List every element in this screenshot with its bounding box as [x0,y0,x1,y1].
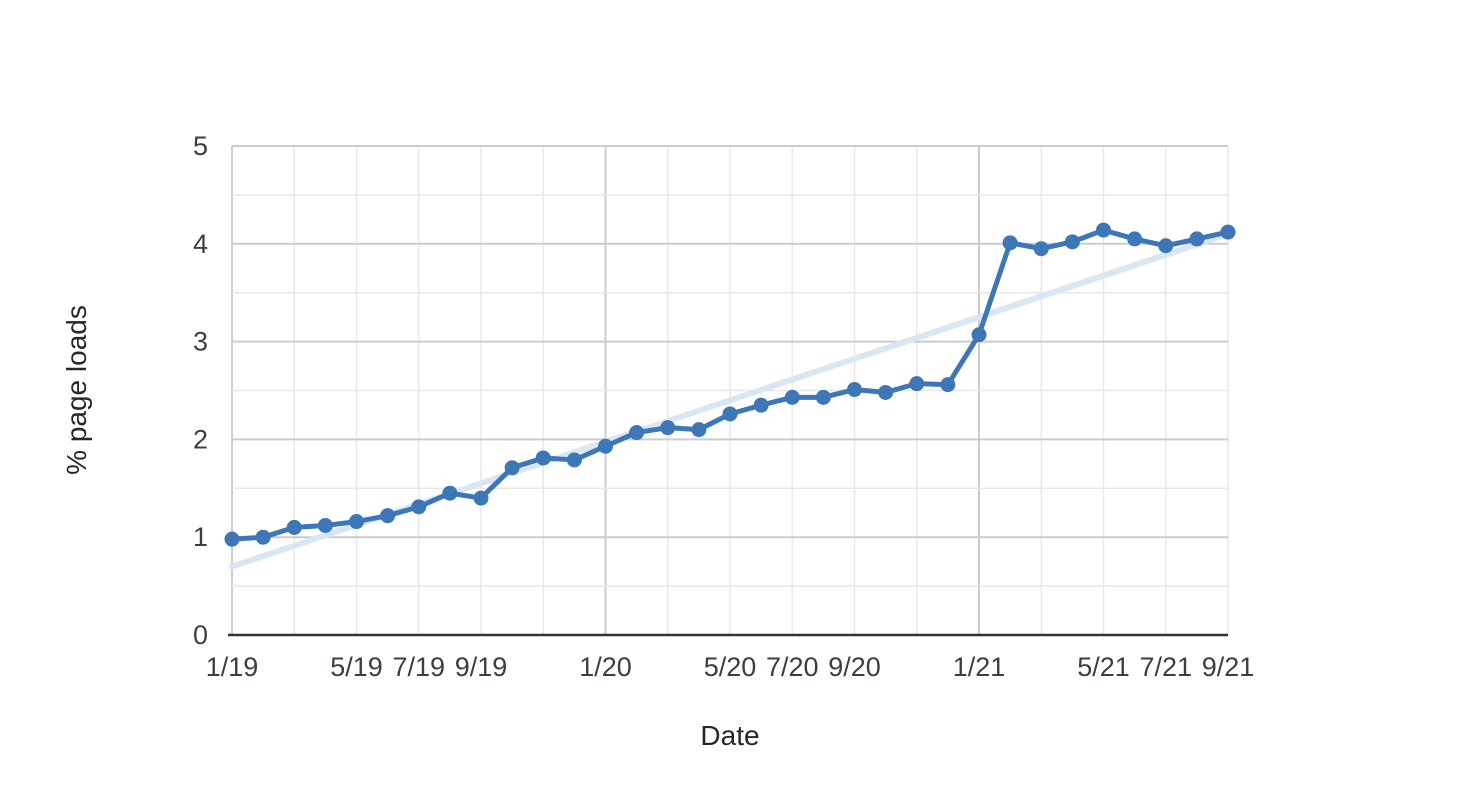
y-tick-label: 3 [193,327,208,357]
data-point-marker [784,389,800,405]
y-tick-label: 4 [193,229,208,259]
data-point-marker [1002,235,1018,251]
data-point-marker [535,450,551,466]
y-tick-label: 1 [193,522,208,552]
x-tick-label: 7/21 [1139,652,1192,682]
data-point-marker [286,519,302,535]
x-tick-label: 1/21 [953,652,1006,682]
data-point-marker [847,382,862,398]
data-point-marker [940,377,956,393]
data-point-marker [473,490,489,506]
data-point-marker [380,508,396,524]
data-point-marker [566,452,582,468]
data-point-marker [753,397,769,413]
y-tick-label: 0 [193,620,208,650]
data-point-marker [349,514,364,530]
x-tick-label: 1/19 [206,652,259,682]
x-tick-label: 7/19 [392,652,445,682]
data-point-marker [442,485,458,501]
data-point-marker [909,376,925,392]
x-tick-label: 9/21 [1202,652,1255,682]
data-point-marker [224,531,240,547]
data-point-marker [504,460,520,476]
data-series-layer [224,222,1236,547]
data-point-marker [1096,222,1111,238]
horizontal-gridlines [232,145,1228,587]
x-tick-label: 5/20 [704,652,757,682]
data-point-marker [411,499,427,515]
data-point-marker [317,517,333,533]
data-point-marker [691,422,707,438]
data-point-marker [1064,234,1080,250]
data-point-marker [629,425,645,441]
x-axis-title: Date [700,720,759,751]
data-point-marker [878,384,894,400]
y-tick-label: 5 [193,131,208,161]
x-tick-label: 7/20 [766,652,819,682]
data-point-marker [1189,231,1205,247]
data-point-marker [255,529,271,545]
x-tick-label: 9/19 [455,652,508,682]
y-tick-label: 2 [193,424,208,454]
data-point-marker [1158,238,1174,254]
data-point-marker [1220,224,1236,240]
data-point-marker [598,438,613,454]
y-axis-title: % page loads [61,305,92,475]
data-point-marker [1033,241,1049,257]
data-point-marker [1127,231,1143,247]
x-tick-label: 1/20 [579,652,632,682]
tick-labels-layer: 0 1 2 3 4 5 1/19 5/19 7/19 9/19 1/20 5/20 7/20 9/20 1/… [193,131,1254,682]
x-tick-label: 5/21 [1077,652,1130,682]
data-point-marker [660,420,676,436]
data-point-marker [722,406,738,422]
x-tick-label: 5/19 [330,652,383,682]
data-point-marker [971,327,987,343]
data-point-marker [815,389,831,405]
x-tick-label: 9/20 [828,652,881,682]
